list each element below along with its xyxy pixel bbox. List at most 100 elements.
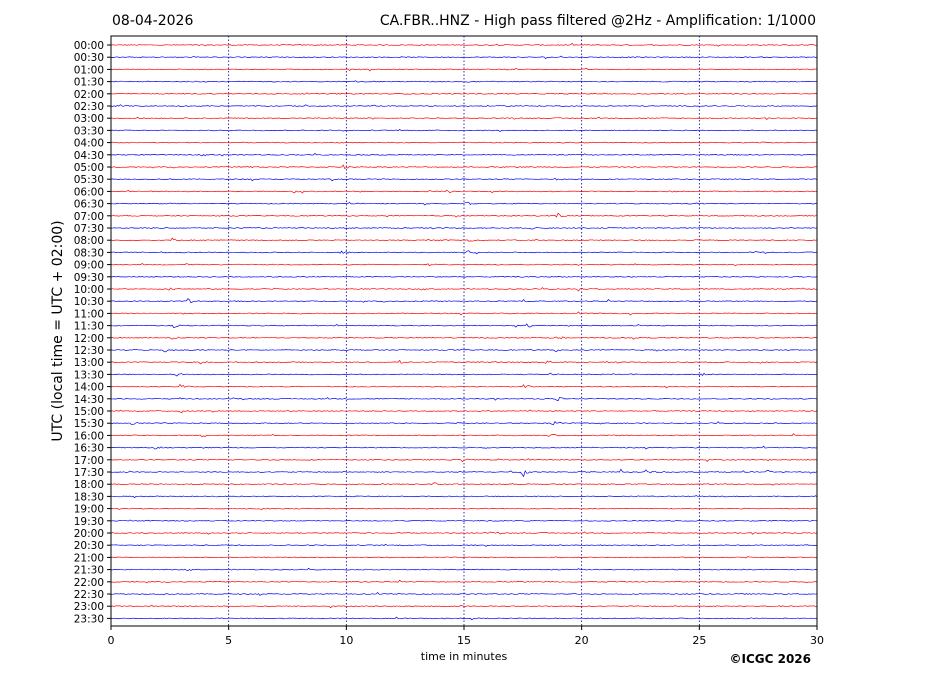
row-label: 16:30 (74, 443, 104, 455)
trace-0030 (110, 55, 818, 60)
trace-0930 (110, 275, 818, 278)
row-label: 02:00 (74, 89, 104, 101)
row-label: 00:30 (74, 52, 104, 64)
trace-0130 (110, 80, 818, 83)
row-label: 01:00 (74, 64, 104, 76)
trace-1800 (110, 482, 818, 486)
row-label: 21:00 (74, 552, 104, 564)
copyright-label: ©ICGC 2026 (729, 652, 811, 666)
trace-0830 (110, 250, 818, 255)
row-label: 10:00 (74, 284, 104, 296)
row-label: 14:30 (74, 394, 104, 406)
row-label: 06:00 (74, 186, 104, 198)
trace-1900 (110, 507, 818, 511)
trace-1400 (110, 383, 818, 389)
trace-0200 (110, 92, 818, 95)
row-label: 07:00 (74, 211, 104, 223)
row-label: 06:30 (74, 199, 104, 211)
trace-0530 (110, 177, 818, 182)
plot-frame (110, 35, 818, 627)
trace-2300 (110, 604, 818, 609)
row-label: 14:00 (74, 382, 104, 394)
row-label: 04:00 (74, 138, 104, 150)
trace-1500 (110, 409, 818, 414)
row-label: 03:30 (74, 125, 104, 137)
trace-1730 (110, 468, 818, 478)
row-label: 20:00 (74, 528, 104, 540)
row-label: 22:30 (74, 589, 104, 601)
row-label: 11:00 (74, 308, 104, 320)
row-label: 04:30 (74, 150, 104, 162)
trace-1130 (110, 323, 818, 329)
trace-1230 (110, 348, 818, 353)
chart-title: CA.FBR..HNZ - High pass filtered @2Hz - … (380, 13, 816, 29)
trace-0630 (110, 201, 818, 206)
x-tick-label: 15 (457, 634, 471, 647)
row-label: 16:00 (74, 430, 104, 442)
trace-1700 (110, 458, 818, 463)
row-label: 13:30 (74, 369, 104, 381)
row-label: 07:30 (74, 223, 104, 235)
trace-0000 (110, 42, 818, 47)
row-label: 19:30 (74, 516, 104, 528)
trace-1430 (110, 396, 818, 402)
trace-0330 (110, 129, 818, 133)
trace-0700 (110, 212, 818, 218)
row-label: 03:00 (74, 113, 104, 125)
row-label: 00:00 (74, 40, 104, 52)
row-label: 02:30 (74, 101, 104, 113)
trace-1000 (110, 287, 818, 292)
trace-1630 (110, 445, 818, 450)
trace-1030 (110, 298, 818, 304)
trace-1530 (110, 420, 818, 426)
x-tick-label: 30 (810, 634, 824, 647)
trace-1830 (110, 495, 818, 499)
trace-2000 (110, 531, 818, 535)
trace-0500 (110, 164, 818, 170)
trace-1600 (110, 433, 818, 438)
row-label: 23:30 (74, 613, 104, 625)
row-label: 19:00 (74, 504, 104, 516)
x-tick-label: 5 (225, 634, 232, 647)
x-tick-label: 10 (339, 634, 353, 647)
vertical-grid (228, 36, 700, 626)
trace-0600 (110, 189, 818, 194)
row-label: 18:00 (74, 479, 104, 491)
row-label: 01:30 (74, 77, 104, 89)
row-label: 12:30 (74, 345, 104, 357)
row-label: 15:00 (74, 406, 104, 418)
trace-0900 (110, 263, 818, 267)
trace-2030 (110, 543, 818, 547)
row-label: 15:30 (74, 418, 104, 430)
seismic-traces (110, 42, 818, 621)
row-label: 17:00 (74, 455, 104, 467)
row-label: 21:30 (74, 565, 104, 577)
trace-1100 (110, 311, 818, 316)
trace-1930 (110, 519, 818, 522)
row-label: 18:30 (74, 491, 104, 503)
x-tick-labels: 0 5 10 15 20 25 30 (108, 626, 824, 647)
row-label: 08:30 (74, 247, 104, 259)
trace-0730 (110, 226, 818, 230)
y-axis-label: UTC (local time = UTC + 02:00) (50, 220, 66, 441)
row-label: 13:00 (74, 357, 104, 369)
trace-0430 (110, 152, 818, 157)
x-tick-label: 20 (575, 634, 589, 647)
trace-2200 (110, 579, 818, 584)
row-label: 17:30 (74, 467, 104, 479)
row-label: 22:00 (74, 577, 104, 589)
row-label: 20:30 (74, 540, 104, 552)
trace-1300 (110, 359, 818, 365)
x-tick-label: 25 (692, 634, 706, 647)
trace-2100 (110, 556, 818, 559)
row-label: 05:00 (74, 162, 104, 174)
row-label: 09:00 (74, 260, 104, 272)
trace-2230 (110, 591, 818, 596)
trace-0100 (110, 67, 818, 72)
trace-1200 (110, 336, 818, 340)
row-label: 05:30 (74, 174, 104, 186)
trace-1330 (110, 372, 817, 377)
y-tick-labels: 00:0000:3001:0001:3002:0002:3003:0003:30… (74, 40, 111, 625)
x-axis-label: time in minutes (421, 650, 508, 663)
